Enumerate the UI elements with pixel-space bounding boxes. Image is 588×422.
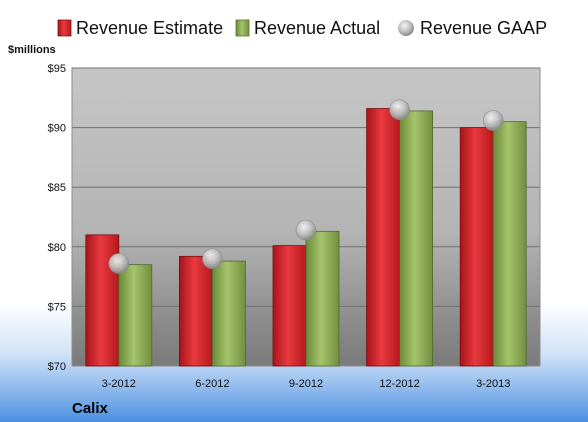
marker-revenue-gaap bbox=[482, 110, 504, 131]
bars bbox=[85, 108, 527, 367]
bar-revenue-estimate bbox=[272, 245, 307, 367]
marker-revenue-gaap bbox=[295, 219, 317, 241]
legend-label-revenue-actual: Revenue Actual bbox=[254, 18, 380, 38]
legend: Revenue Estimate Revenue Actual Revenue … bbox=[57, 18, 547, 38]
gaap-markers bbox=[108, 99, 504, 274]
x-tick-label: 12-2012 bbox=[379, 378, 419, 390]
x-axis-ticks: 3-2012 6-2012 9-2012 12-2012 3-2013 bbox=[102, 378, 511, 390]
company-label: Calix bbox=[72, 400, 109, 417]
y-axis-ticks: $70 $75 $80 $85 $90 $95 bbox=[48, 63, 66, 373]
bar-revenue-actual bbox=[211, 260, 246, 367]
bar-revenue-estimate bbox=[178, 255, 213, 367]
bar-revenue-estimate bbox=[459, 127, 494, 367]
legend-swatch-revenue-actual bbox=[235, 19, 250, 37]
x-tick-label: 9-2012 bbox=[289, 378, 323, 390]
y-unit-label: $millions bbox=[8, 44, 56, 56]
legend-swatch-revenue-estimate bbox=[57, 19, 72, 37]
y-tick-label: $80 bbox=[48, 242, 66, 254]
marker-revenue-gaap bbox=[202, 248, 223, 270]
bar-revenue-actual bbox=[399, 110, 434, 367]
x-tick-label: 3-2013 bbox=[476, 378, 510, 390]
bar-revenue-actual bbox=[492, 121, 527, 367]
legend-label-revenue-gaap: Revenue GAAP bbox=[420, 18, 547, 38]
y-tick-label: $90 bbox=[48, 123, 66, 135]
y-tick-label: $85 bbox=[48, 182, 66, 194]
bar-revenue-estimate bbox=[366, 108, 401, 367]
bar-revenue-actual bbox=[305, 230, 340, 367]
y-tick-label: $70 bbox=[48, 361, 66, 373]
x-tick-label: 6-2012 bbox=[195, 378, 229, 390]
y-tick-label: $75 bbox=[48, 301, 66, 313]
x-tick-label: 3-2012 bbox=[102, 378, 136, 390]
marker-revenue-gaap bbox=[108, 253, 130, 274]
legend-marker-revenue-gaap bbox=[398, 20, 414, 36]
y-tick-label: $95 bbox=[48, 63, 66, 75]
bar-revenue-actual bbox=[118, 264, 153, 367]
marker-revenue-gaap bbox=[389, 99, 410, 121]
legend-label-revenue-estimate: Revenue Estimate bbox=[76, 18, 223, 38]
